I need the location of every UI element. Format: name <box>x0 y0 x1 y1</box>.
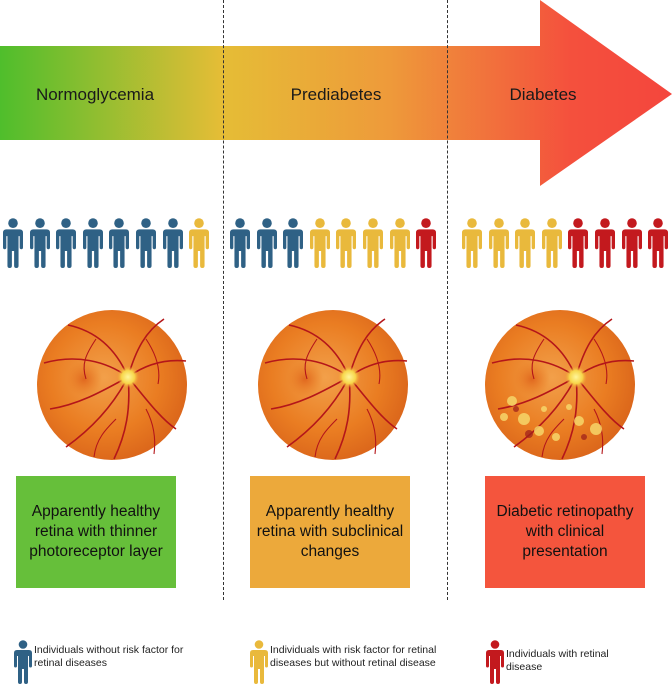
person-icon <box>283 218 304 268</box>
person-icon <box>309 218 330 268</box>
person-icon <box>568 218 589 268</box>
person-icon <box>56 218 77 268</box>
stage-label-diabetes: Diabetes <box>509 85 577 104</box>
stage-divider <box>447 0 448 600</box>
person-icon <box>336 218 357 268</box>
person-icon <box>595 218 615 268</box>
person-icon <box>416 218 437 268</box>
legend-text: Individuals without risk factor for reti… <box>34 644 184 669</box>
person-icon <box>621 218 642 268</box>
legend-item <box>250 640 268 684</box>
retina-subclinical-icon <box>258 310 408 460</box>
legend-item <box>14 640 32 684</box>
stage-divider <box>223 0 224 600</box>
person-icon <box>256 218 277 268</box>
legend-text: Individuals with risk factor for retinal… <box>270 644 437 669</box>
retina-diabetic-retinopathy-icon <box>485 310 635 460</box>
person-icon <box>230 218 250 268</box>
person-icon <box>109 218 130 268</box>
person-icon <box>648 218 669 268</box>
progression-arrow <box>0 0 672 186</box>
stage-description-box: Apparently healthy retina with subclinic… <box>250 476 410 588</box>
stage-description-box: Apparently healthy retina with thinner p… <box>16 476 176 588</box>
person-icon <box>82 218 103 268</box>
person-icon <box>162 218 183 268</box>
person-icon <box>14 640 32 684</box>
person-icon <box>29 218 50 268</box>
legend-text: Individuals with retinal disease <box>506 648 609 673</box>
person-icon <box>389 218 410 268</box>
person-icon <box>3 218 23 268</box>
person-icon <box>488 218 509 268</box>
stage-label-prediabetes: Prediabetes <box>290 85 382 104</box>
legend-item <box>486 640 504 684</box>
person-icon <box>515 218 536 268</box>
stage-label-normoglycemia: Normoglycemia <box>35 85 155 104</box>
person-icon <box>541 218 562 268</box>
person-icon <box>189 218 210 268</box>
person-icon <box>462 218 482 268</box>
person-icon <box>250 640 268 684</box>
person-icon <box>136 218 156 268</box>
retina-healthy-icon <box>37 310 187 460</box>
person-icon <box>363 218 383 268</box>
person-icon <box>486 640 504 684</box>
stage-description-box: Diabetic retinopathy with clinical prese… <box>485 476 645 588</box>
